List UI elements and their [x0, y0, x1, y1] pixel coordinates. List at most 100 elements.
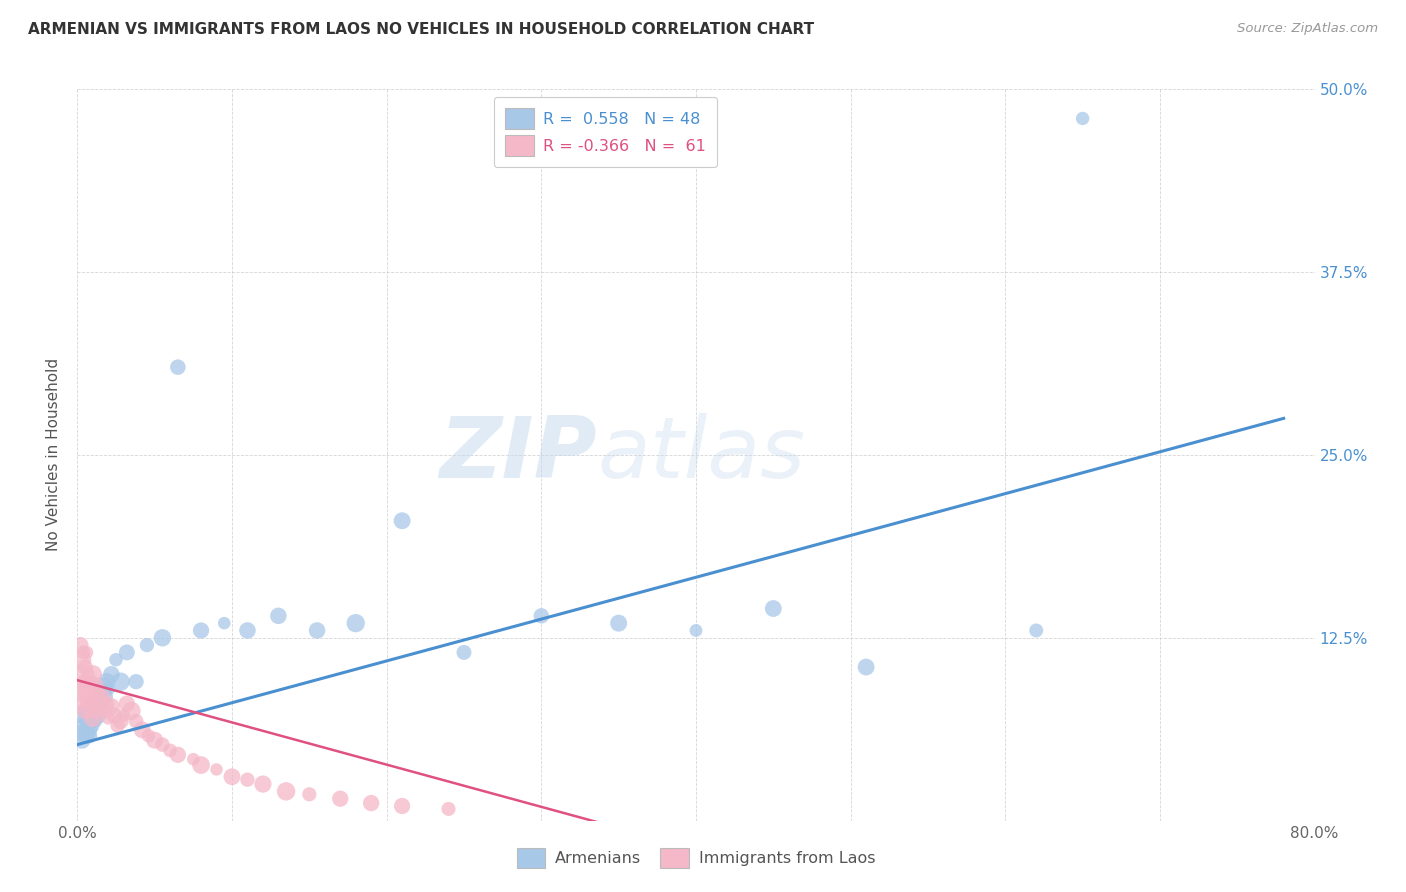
Point	[167, 360, 190, 375]
Point	[82, 711, 104, 725]
Point	[167, 747, 190, 762]
Point	[82, 697, 104, 711]
Point	[855, 660, 877, 674]
Point	[90, 694, 112, 708]
Point	[125, 714, 148, 728]
Point	[121, 704, 143, 718]
Point	[83, 704, 105, 718]
Point	[75, 681, 96, 696]
Text: atlas: atlas	[598, 413, 806, 497]
Point	[75, 704, 96, 718]
Point	[267, 608, 290, 623]
Point	[79, 714, 101, 728]
Point	[76, 645, 98, 659]
Point	[391, 514, 413, 528]
Point	[96, 674, 118, 689]
Point	[80, 674, 103, 689]
Point	[125, 674, 148, 689]
Point	[329, 791, 352, 805]
Point	[86, 694, 108, 708]
Point	[72, 718, 94, 732]
Point	[84, 685, 107, 699]
Text: ARMENIAN VS IMMIGRANTS FROM LAOS NO VEHICLES IN HOUSEHOLD CORRELATION CHART: ARMENIAN VS IMMIGRANTS FROM LAOS NO VEHI…	[28, 22, 814, 37]
Point	[84, 714, 107, 728]
Point	[77, 667, 100, 681]
Point	[87, 699, 110, 714]
Point	[79, 681, 101, 696]
Point	[183, 752, 205, 766]
Point	[214, 616, 236, 631]
Point	[105, 653, 128, 667]
Point	[107, 718, 129, 732]
Point	[76, 697, 98, 711]
Point	[1071, 112, 1094, 126]
Point	[391, 799, 413, 814]
Point	[86, 708, 108, 723]
Point	[67, 697, 90, 711]
Point	[96, 697, 118, 711]
Point	[115, 645, 138, 659]
Point	[70, 733, 93, 747]
Point	[205, 763, 228, 777]
Point	[75, 660, 96, 674]
Point	[110, 714, 132, 728]
Point	[79, 729, 101, 743]
Point	[607, 616, 630, 631]
Point	[84, 704, 107, 718]
Legend: Armenians, Immigrants from Laos: Armenians, Immigrants from Laos	[510, 841, 882, 875]
Point	[138, 729, 160, 743]
Point	[221, 770, 243, 784]
Point	[136, 638, 159, 652]
Point	[360, 796, 382, 810]
Point	[75, 704, 96, 718]
Point	[82, 667, 104, 681]
Point	[344, 616, 367, 631]
Point	[90, 694, 112, 708]
Point	[82, 690, 104, 704]
Point	[77, 708, 100, 723]
Point	[103, 708, 125, 723]
Point	[94, 690, 117, 704]
Point	[530, 608, 553, 623]
Point	[80, 718, 103, 732]
Point	[72, 645, 94, 659]
Point	[159, 743, 181, 757]
Point	[100, 667, 122, 681]
Point	[87, 699, 110, 714]
Point	[152, 631, 174, 645]
Point	[82, 711, 104, 725]
Point	[72, 674, 94, 689]
Point	[437, 802, 460, 816]
Point	[93, 690, 115, 704]
Point	[97, 681, 120, 696]
Point	[97, 711, 120, 725]
Point	[83, 699, 105, 714]
Point	[77, 690, 100, 704]
Point	[685, 624, 707, 638]
Point	[76, 674, 98, 689]
Point	[276, 784, 298, 798]
Point	[115, 697, 138, 711]
Text: ZIP: ZIP	[439, 413, 598, 497]
Point	[252, 777, 274, 791]
Point	[70, 681, 93, 696]
Point	[190, 624, 212, 638]
Point	[236, 624, 259, 638]
Point	[69, 638, 91, 652]
Point	[72, 690, 94, 704]
Point	[93, 679, 115, 693]
Point	[80, 704, 103, 718]
Point	[94, 704, 117, 718]
Point	[77, 723, 100, 737]
Text: Source: ZipAtlas.com: Source: ZipAtlas.com	[1237, 22, 1378, 36]
Point	[152, 738, 174, 752]
Y-axis label: No Vehicles in Household: No Vehicles in Household	[46, 359, 62, 551]
Point	[236, 772, 259, 787]
Point	[143, 733, 166, 747]
Point	[70, 653, 93, 667]
Point	[79, 704, 101, 718]
Point	[76, 714, 98, 728]
Point	[1025, 624, 1047, 638]
Point	[75, 711, 96, 725]
Point	[307, 624, 329, 638]
